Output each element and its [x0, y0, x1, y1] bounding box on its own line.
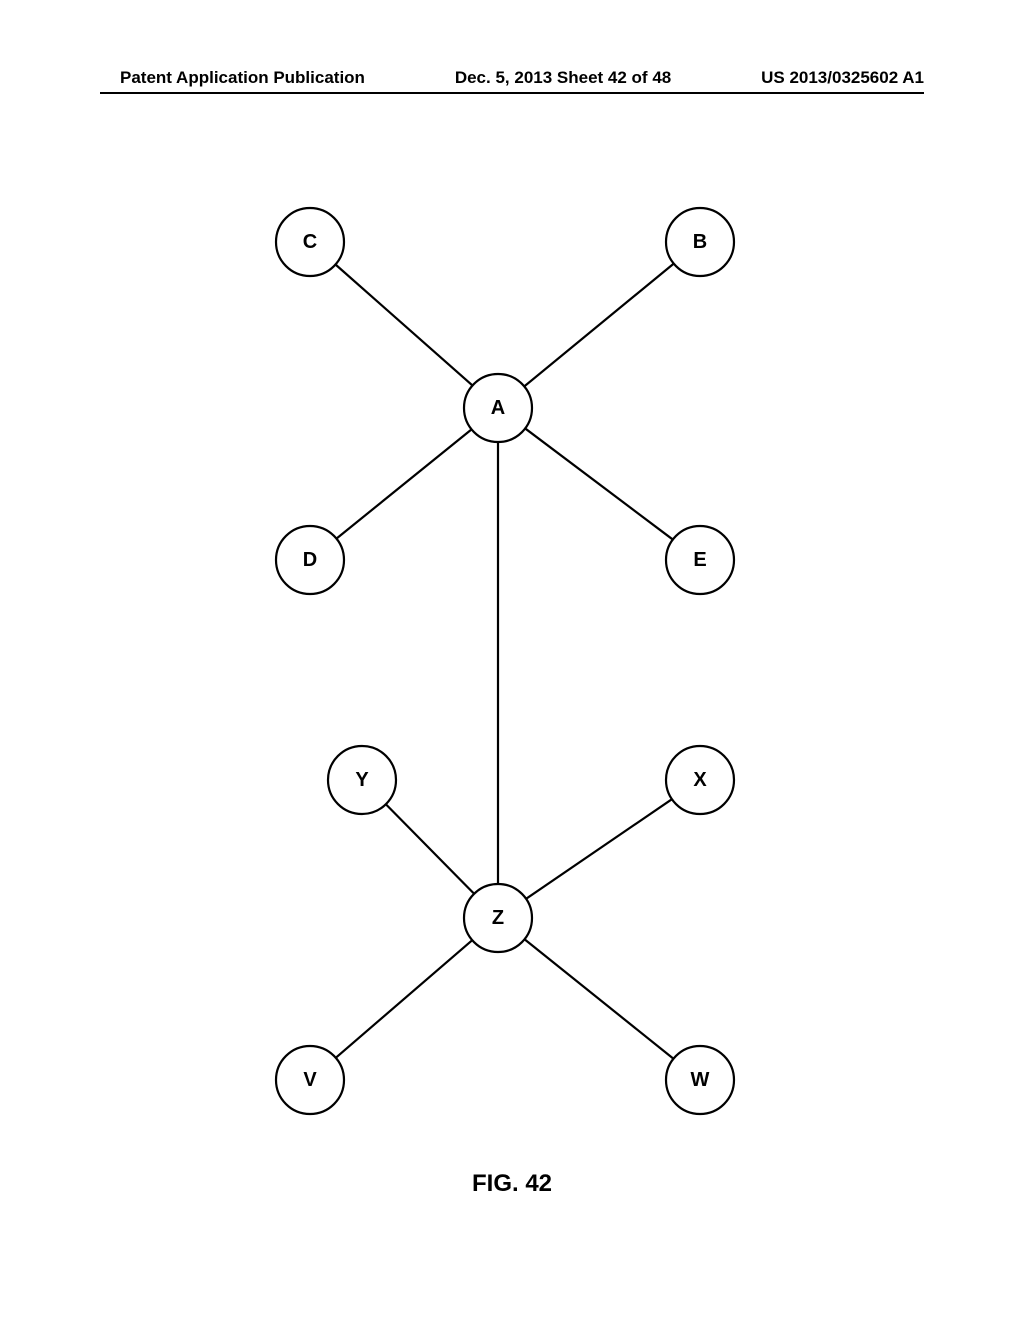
node-E: E: [666, 526, 734, 594]
header-center: Dec. 5, 2013 Sheet 42 of 48: [455, 68, 671, 88]
figure-caption: FIG. 42: [0, 1170, 1024, 1198]
node-label-V: V: [303, 1069, 317, 1091]
page-header: Patent Application Publication Dec. 5, 2…: [0, 68, 1024, 88]
edge-A-B: [524, 264, 673, 387]
edge-A-E: [525, 428, 673, 539]
network-diagram: C B A D E Y X Z V W: [0, 160, 1024, 1170]
node-D: D: [276, 526, 344, 594]
node-W: W: [666, 1046, 734, 1114]
node-label-C: C: [303, 231, 317, 253]
node-X: X: [666, 746, 734, 814]
node-label-B: B: [693, 231, 707, 253]
node-B: B: [666, 208, 734, 276]
edge-Z-W: [525, 939, 674, 1058]
edge-A-C: [335, 265, 472, 386]
node-label-Y: Y: [355, 769, 369, 791]
edge-Z-X: [526, 799, 672, 899]
node-label-D: D: [303, 549, 317, 571]
edge-A-D: [336, 429, 471, 538]
header-left: Patent Application Publication: [120, 68, 365, 88]
edge-Z-V: [336, 940, 472, 1058]
node-Y: Y: [328, 746, 396, 814]
header-right: US 2013/0325602 A1: [761, 68, 924, 88]
edge-Z-Y: [386, 804, 474, 894]
node-V: V: [276, 1046, 344, 1114]
node-label-A: A: [491, 397, 505, 419]
node-label-E: E: [693, 549, 706, 571]
header-rule: [100, 92, 924, 94]
node-A: A: [464, 374, 532, 442]
node-Z: Z: [464, 884, 532, 952]
node-label-X: X: [693, 769, 707, 791]
node-label-Z: Z: [492, 907, 504, 929]
diagram-svg: C B A D E Y X Z V W: [0, 160, 1024, 1170]
node-label-W: W: [691, 1069, 710, 1091]
node-C: C: [276, 208, 344, 276]
